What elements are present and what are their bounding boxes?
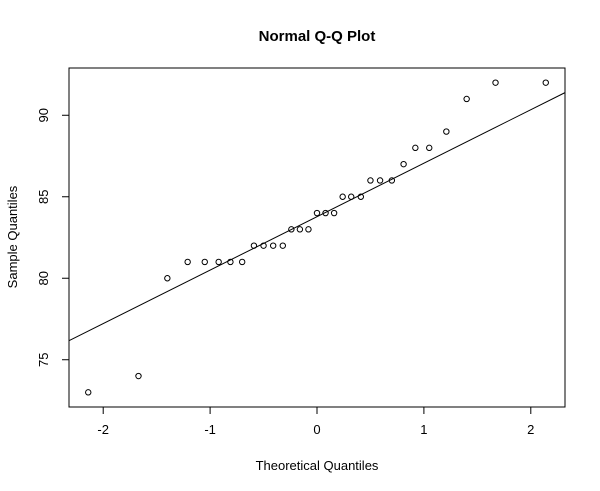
data-point (305, 226, 312, 233)
data-point (250, 242, 258, 249)
data-point (164, 275, 171, 282)
data-point (443, 128, 450, 135)
y-tick-label: 85 (36, 190, 51, 204)
data-point (260, 242, 267, 249)
x-tick-label: 0 (313, 422, 320, 437)
data-point (376, 177, 384, 184)
x-tick-label: 1 (420, 422, 427, 437)
data-point (400, 160, 407, 168)
data-point (542, 79, 549, 86)
data-point (85, 389, 92, 396)
data-point (348, 193, 355, 200)
data-point (463, 95, 470, 103)
y-axis-label: Sample Quantiles (5, 185, 20, 288)
data-point (322, 209, 329, 217)
x-tick-label: 2 (527, 422, 534, 437)
data-point (238, 258, 246, 266)
x-axis-label: Theoretical Quantiles (256, 458, 379, 473)
data-point (288, 226, 295, 233)
data-point (412, 144, 419, 152)
data-point (388, 177, 396, 184)
chart-title: Normal Q-Q Plot (259, 28, 376, 45)
x-tick-label: -2 (97, 422, 109, 437)
data-point (279, 242, 286, 249)
data-points (85, 79, 549, 396)
data-point (184, 258, 191, 266)
data-point (269, 242, 277, 249)
x-axis: -2 -1 0 1 2 (97, 406, 534, 437)
y-tick-label: 75 (36, 353, 51, 367)
data-point (367, 177, 374, 184)
data-point (426, 144, 433, 152)
y-tick-label: 80 (36, 271, 51, 285)
data-point (339, 193, 346, 200)
x-tick-label: -1 (204, 422, 216, 437)
plot-frame (68, 67, 566, 408)
y-axis: 75 80 85 90 (36, 108, 70, 367)
data-point (215, 258, 222, 266)
data-point (296, 226, 304, 233)
data-point (135, 372, 142, 380)
data-point (227, 258, 234, 266)
data-point (330, 209, 338, 217)
y-tick-label: 90 (36, 108, 51, 122)
data-point (201, 258, 208, 266)
data-point (357, 193, 365, 200)
reference-line (68, 92, 566, 342)
data-point (492, 79, 499, 86)
data-point (313, 209, 321, 217)
